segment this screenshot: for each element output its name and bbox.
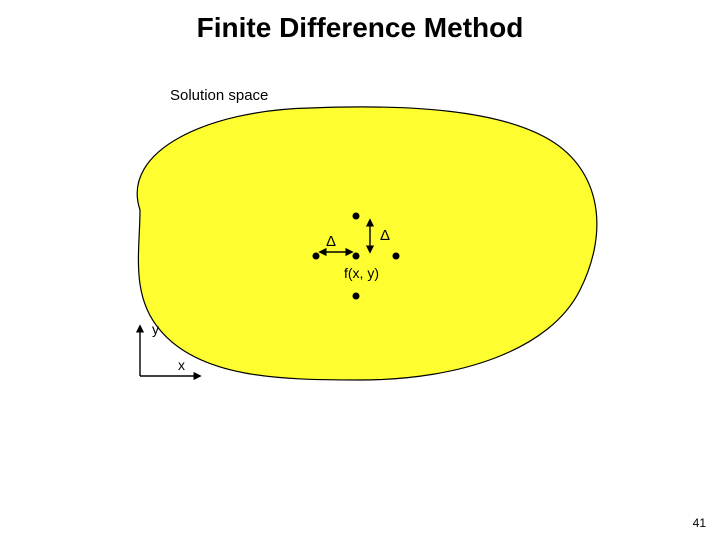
stencil-dot-0 xyxy=(353,253,360,260)
stencil-dot-2 xyxy=(393,253,400,260)
diagram-svg: Solution space f(x, y) Δ Δy x xyxy=(80,80,620,420)
delta-h-label: Δ xyxy=(326,233,336,250)
x-axis-label: x xyxy=(178,357,185,373)
solution-space-label: Solution space xyxy=(170,87,268,104)
page-title: Finite Difference Method xyxy=(0,12,720,44)
stencil-dot-1 xyxy=(313,253,320,260)
title-text: Finite Difference Method xyxy=(197,12,524,43)
stencil-dot-3 xyxy=(353,213,360,220)
solution-space-blob xyxy=(137,107,597,380)
delta-v-label: Δ xyxy=(380,227,390,244)
page-number: 41 xyxy=(693,516,706,530)
page-number-text: 41 xyxy=(693,516,706,530)
y-axis-label: y xyxy=(152,321,159,337)
fxy-label: f(x, y) xyxy=(344,265,379,281)
fd-diagram: Solution space f(x, y) Δ Δy x xyxy=(80,80,620,420)
stencil-dot-4 xyxy=(353,293,360,300)
